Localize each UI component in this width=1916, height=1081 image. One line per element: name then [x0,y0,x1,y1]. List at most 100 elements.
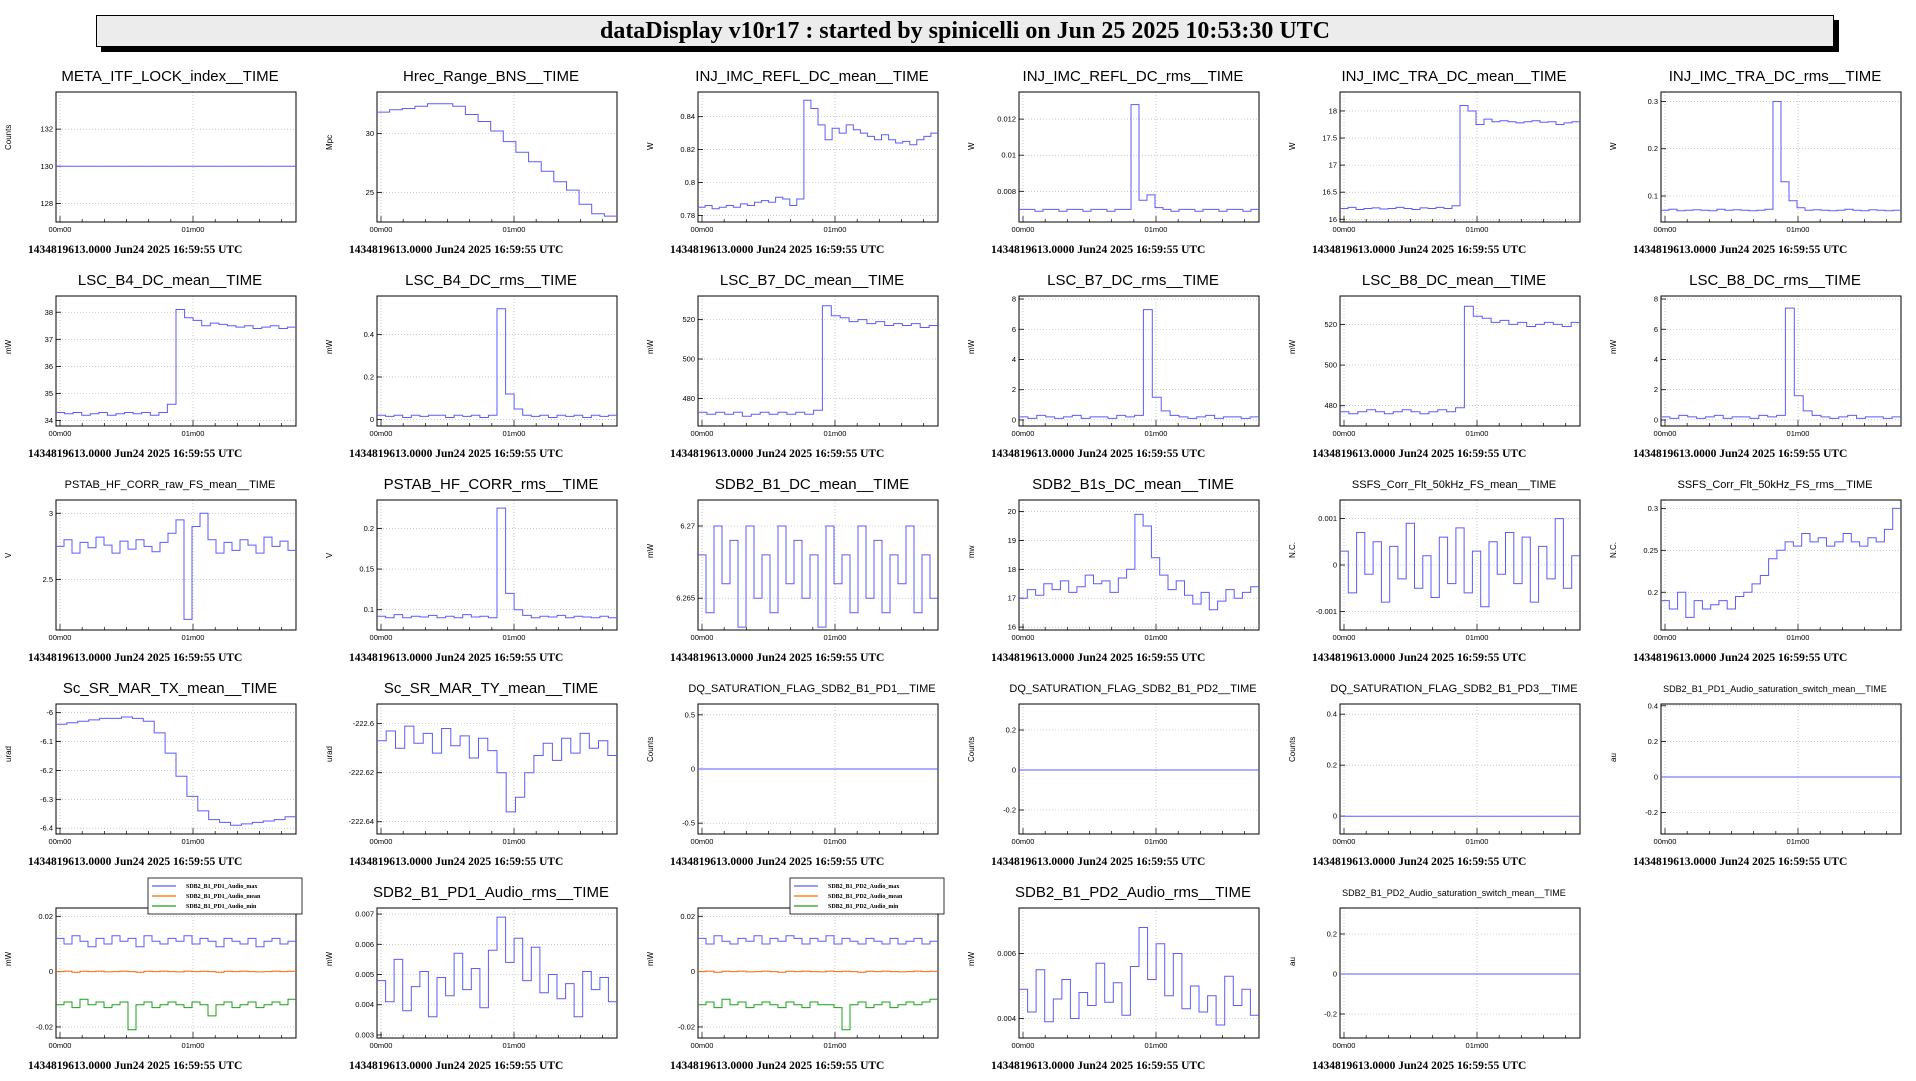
y-tick-label: 0.2 [1648,144,1658,153]
y-tick-label: 0.1 [364,605,374,614]
chart-svg: -0.001 0 0.001 00m00 01m00 [1316,499,1581,642]
series-line [56,998,296,1031]
chart-panel: SDB2_B1s_DC_mean__TIME mw 16 17 18 19 20 00m00 0… [963,466,1283,670]
x-tick-label: 00m00 [691,225,714,234]
chart-svg: 34 35 36 37 38 00m00 01m00 [45,295,297,438]
x-tick-label: 01m00 [1466,633,1489,642]
chart-panel: LSC_B7_DC_rms__TIME mW 0 2 4 6 8 00m00 01m00 1434… [963,262,1283,466]
y-tick-label: -222.6 [353,719,374,728]
timestamp-footer: 1434819613.0000 Jun24 2025 16:59:55 UTC [1312,652,1527,664]
x-tick-label: 01m00 [1145,225,1168,234]
y-tick-label: 0.2 [1648,737,1658,746]
series-line [1661,101,1901,212]
y-tick-label: -6.3 [40,795,53,804]
series-line [377,725,617,813]
y-tick-label: -6.1 [40,737,53,746]
x-tick-label: 01m00 [1787,429,1810,438]
y-tick-label: 0.001 [1318,514,1337,523]
y-tick-label: 0.004 [997,1014,1016,1023]
chart-title: SDB2_B1_PD2_Audio_saturation_switch_mean… [1342,888,1566,898]
chart-title: LSC_B7_DC_rms__TIME [1047,272,1219,289]
series-line [1019,513,1259,611]
x-tick-label: 00m00 [691,1041,714,1050]
plot-frame [55,295,297,427]
y-tick-label: 0.3 [1648,97,1658,106]
y-tick-label: 18 [1008,565,1016,574]
plot-frame [1018,499,1260,631]
series-line [1340,105,1580,210]
legend-label: SDB2_B1_PD2_Audio_mean [828,894,903,900]
x-tick-label: 00m00 [1654,633,1677,642]
timestamp-footer: 1434819613.0000 Jun24 2025 16:59:55 UTC [1633,856,1848,868]
chart-svg: 16 16.5 17 17.5 18 00m00 01m00 [1322,91,1581,234]
chart-title: LSC_B4_DC_mean__TIME [77,272,263,289]
y-tick-label: 0 [370,415,374,424]
timestamp-footer: 1434819613.0000 Jun24 2025 16:59:55 UTC [1312,856,1527,868]
series-line [56,512,296,620]
chart-svg: 0.008 0.01 0.012 00m00 01m00 [997,91,1260,234]
plot-frame [376,91,618,223]
chart-title: INJ_IMC_TRA_DC_mean__TIME [1341,68,1567,85]
chart-panel: SDB2_B1_PD1_Audio_saturation_switch_mean… [1605,670,1916,874]
y-tick-label: 16.5 [1322,188,1337,197]
y-tick-label: 6.265 [676,594,695,603]
series-line [698,970,938,973]
y-tick-label: 0.007 [355,910,374,919]
y-tick-label: 0.1 [1648,192,1658,201]
y-tick-label: 30 [366,129,374,138]
timestamp-footer: 1434819613.0000 Jun24 2025 16:59:55 UTC [349,448,564,460]
y-tick-label: 8 [1012,295,1016,304]
series-line [1019,927,1259,1026]
series-line [377,507,617,619]
timestamp-footer: 1434819613.0000 Jun24 2025 16:59:55 UTC [349,1060,564,1072]
x-tick-label: 01m00 [503,633,526,642]
x-tick-label: 01m00 [503,225,526,234]
plot-frame [376,295,618,427]
y-tick-label: 0 [49,967,53,976]
plot-frame [55,91,297,223]
y-tick-label: 0.008 [997,187,1016,196]
chart-svg: 25 30 00m00 01m00 [366,91,618,234]
plot-frame [697,91,939,223]
chart-svg: -0.2 0 0.2 00m00 01m00 [1324,907,1581,1050]
y-tick-label: 0 [1333,970,1337,979]
y-tick-label: 0.006 [997,949,1016,958]
x-tick-label: 00m00 [49,1041,72,1050]
timestamp-footer: 1434819613.0000 Jun24 2025 16:59:55 UTC [991,1060,1206,1072]
x-tick-label: 00m00 [370,225,393,234]
y-tick-label: 0.4 [1327,710,1337,719]
y-tick-label: 480 [682,394,695,403]
y-tick-label: -222.62 [349,768,374,777]
chart-panel: Sc_SR_MAR_TY_mean__TIME urad -222.6 -222.62… [321,670,641,874]
y-tick-label: 0.4 [364,330,374,339]
chart-title: LSC_B4_DC_rms__TIME [405,272,577,289]
x-tick-label: 00m00 [1333,837,1356,846]
x-tick-label: 01m00 [824,225,847,234]
y-tick-label: 25 [366,188,374,197]
chart-title: SDB2_B1s_DC_mean__TIME [1032,476,1234,493]
chart-svg: -0.2 0 0.2 0.4 00m00 01m00 [1645,701,1902,846]
chart-title: META_ITF_LOCK_index__TIME [61,68,279,85]
series-line [1340,305,1580,415]
x-tick-label: 00m00 [1333,633,1356,642]
x-tick-label: 01m00 [182,225,205,234]
y-tick-label: 3 [49,509,53,518]
chart-svg: 0.003 0.004 0.005 0.006 0.007 00m00 01m00 [355,907,618,1050]
x-tick-label: 01m00 [824,633,847,642]
series-line [1019,309,1259,419]
y-tick-label: 0.8 [685,178,695,187]
plot-frame [1339,703,1581,835]
y-tick-label: 128 [40,199,53,208]
chart-panel: Sc_SR_MAR_TX_mean__TIME urad -6 -6.1 -6.2 -6.… [0,670,320,874]
plot-frame [1018,295,1260,427]
series-line [56,716,296,826]
timestamp-footer: 1434819613.0000 Jun24 2025 16:59:55 UTC [991,652,1206,664]
timestamp-footer: 1434819613.0000 Jun24 2025 16:59:55 UTC [349,652,564,664]
chart-panel: SDB2_B1_PD2_Audio_saturation_switch_mean… [1284,874,1604,1078]
chart-svg: 0.004 0.006 00m00 01m00 [997,907,1260,1050]
chart-panel: DQ_SATURATION_FLAG_SDB2_B1_PD2__TIME Coun… [963,670,1283,874]
series-line [56,309,296,416]
y-tick-label: 130 [40,162,53,171]
y-tick-label: 480 [1324,401,1337,410]
chart-title: Sc_SR_MAR_TY_mean__TIME [383,680,599,697]
